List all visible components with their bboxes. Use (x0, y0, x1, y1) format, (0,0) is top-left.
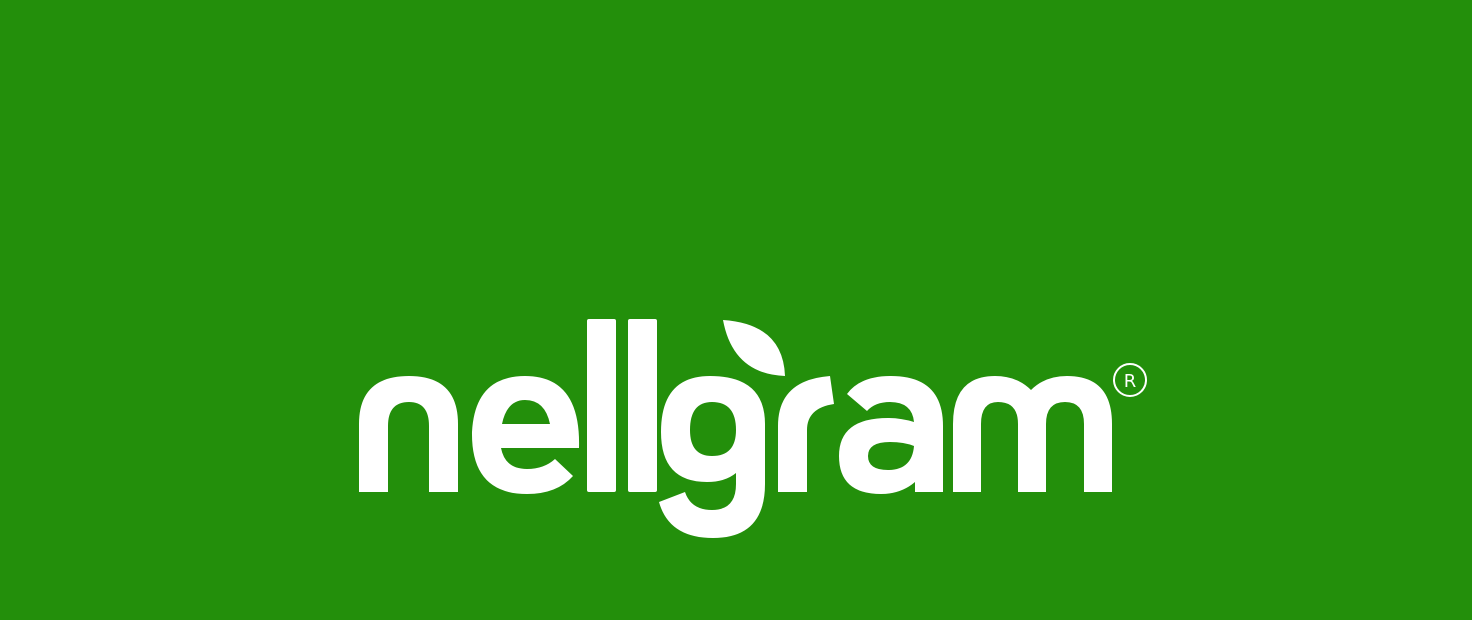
brand-logo: R (355, 316, 1155, 546)
letter-e (471, 376, 580, 494)
letter-l-1 (587, 319, 616, 492)
registered-symbol-text: R (1124, 371, 1137, 392)
leaf-icon (723, 320, 785, 376)
nellgram-wordmark: R (359, 319, 1147, 538)
letter-r (778, 376, 834, 492)
letter-a (839, 376, 943, 494)
letter-g (659, 376, 765, 538)
registered-mark (1113, 363, 1147, 397)
letter-l-2 (628, 319, 657, 492)
letter-n (359, 376, 458, 492)
letter-m (953, 376, 1112, 492)
